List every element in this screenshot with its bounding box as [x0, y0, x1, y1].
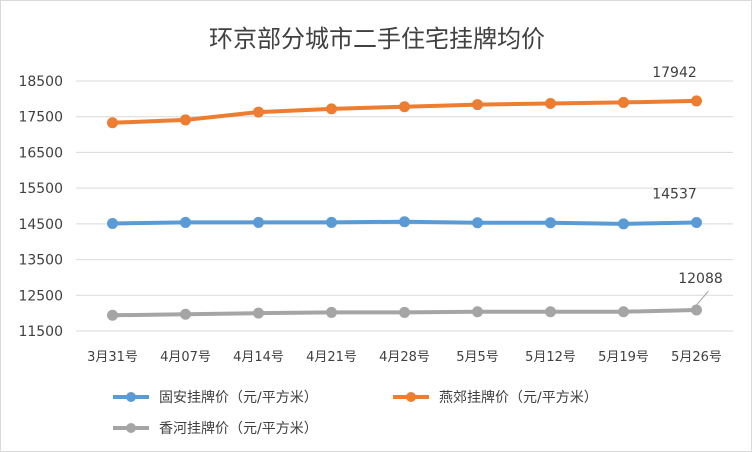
legend-label: 固安挂牌价（元/平方米）	[159, 389, 318, 406]
legend-label: 燕郊挂牌价（元/平方米）	[439, 389, 598, 406]
data-point	[618, 96, 629, 108]
legend-marker	[406, 392, 416, 402]
x-tick-label: 4月07号	[160, 350, 211, 365]
legend-item: 固安挂牌价（元/平方米）	[113, 389, 318, 406]
data-label: 14537	[652, 187, 697, 203]
data-point	[107, 117, 118, 129]
x-tick-label: 4月21号	[306, 350, 357, 365]
x-tick-label: 5月26号	[671, 350, 722, 365]
data-point	[472, 306, 483, 318]
data-point	[399, 101, 410, 113]
data-point	[326, 216, 337, 228]
chart-title: 环京部分城市二手住宅挂牌均价	[209, 25, 545, 53]
legend: 固安挂牌价（元/平方米） 燕郊挂牌价（元/平方米） 香河挂牌价（元/平方米）	[113, 389, 598, 437]
y-axis-tick-labels: 11500 12500 13500 14500 15500 16500 17500 18500	[18, 74, 63, 340]
series-group	[107, 304, 702, 321]
y-tick-label: 14500	[18, 217, 63, 233]
legend-label: 香河挂牌价（元/平方米）	[159, 420, 318, 437]
data-point	[107, 218, 118, 229]
data-point	[618, 306, 629, 318]
y-tick-label: 11500	[18, 324, 63, 340]
y-tick-label: 18500	[18, 74, 63, 90]
data-point	[399, 216, 410, 228]
legend-marker	[126, 392, 136, 402]
data-point	[326, 103, 337, 115]
data-point	[180, 114, 191, 126]
x-axis-tick-labels: 3月31号 4月07号 4月14号 4月21号 4月28号 5月5号 5月12号 5月19号 5…	[87, 350, 722, 365]
data-point	[399, 306, 410, 318]
data-point	[545, 306, 556, 318]
y-tick-label: 15500	[18, 181, 63, 197]
data-point	[326, 306, 337, 318]
data-point	[180, 216, 191, 228]
data-point	[472, 217, 483, 229]
y-tick-label: 13500	[18, 253, 63, 269]
series-lines	[107, 95, 702, 321]
data-point	[253, 216, 264, 228]
y-tick-label: 12500	[18, 288, 63, 304]
x-tick-label: 5月12号	[525, 350, 576, 365]
x-tick-label: 5月5号	[456, 350, 499, 365]
data-point	[253, 106, 264, 118]
data-point	[618, 218, 629, 230]
data-point	[545, 98, 556, 109]
x-tick-label: 3月31号	[87, 350, 138, 365]
legend-item: 燕郊挂牌价（元/平方米）	[393, 389, 598, 406]
series-group	[107, 95, 702, 129]
legend-marker	[126, 423, 136, 433]
data-point	[472, 99, 483, 111]
data-point	[545, 217, 556, 229]
y-tick-label: 17500	[18, 110, 63, 126]
legend-item: 香河挂牌价（元/平方米）	[113, 420, 318, 437]
data-label: 17942	[652, 65, 697, 81]
x-tick-label: 4月14号	[233, 350, 284, 365]
data-point	[691, 304, 702, 316]
leader-line	[696, 290, 709, 306]
data-point	[691, 95, 702, 107]
data-labels: 14537 17942 12088	[652, 65, 723, 306]
data-point	[253, 307, 264, 319]
y-tick-label: 16500	[18, 145, 63, 161]
x-tick-label: 4月28号	[379, 350, 430, 365]
data-point	[691, 217, 702, 229]
x-tick-label: 5月19号	[598, 350, 649, 365]
data-point	[107, 309, 118, 321]
data-point	[180, 308, 191, 320]
data-label: 12088	[678, 271, 723, 287]
series-group	[107, 216, 702, 230]
